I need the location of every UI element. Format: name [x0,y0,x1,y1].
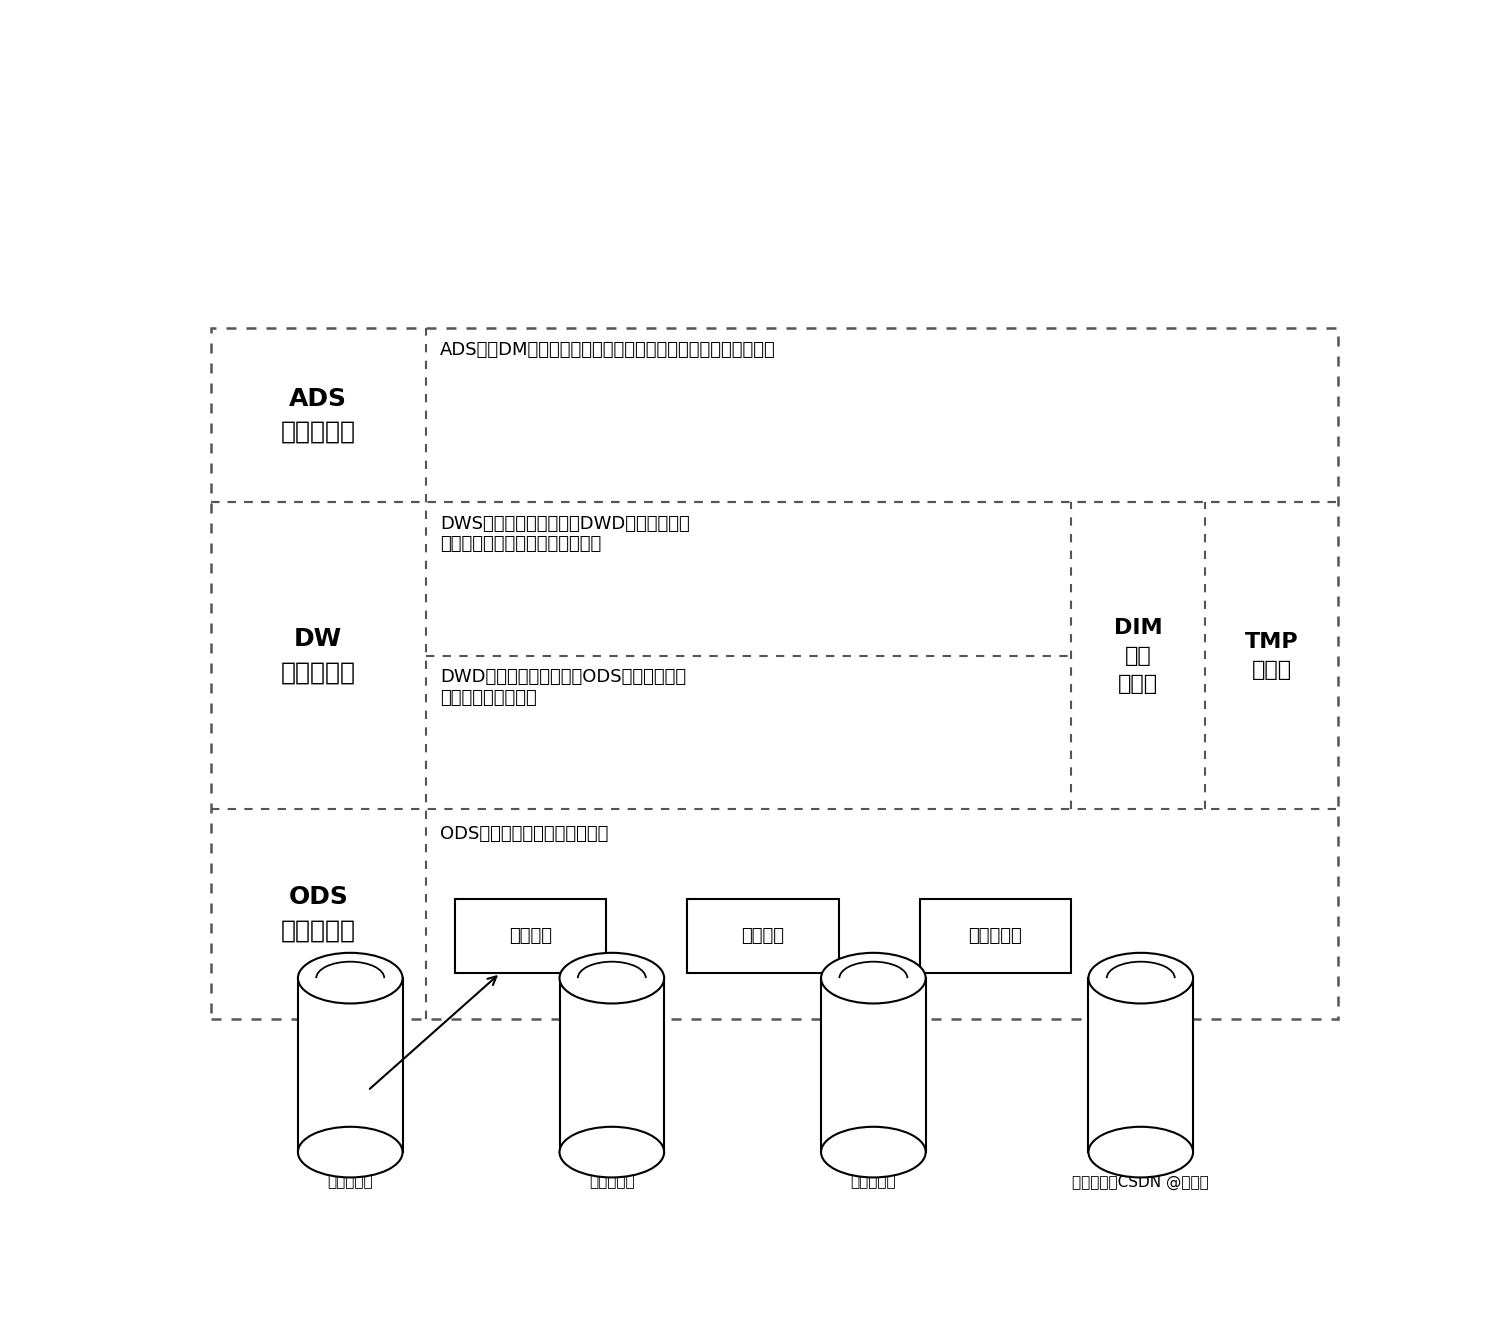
Ellipse shape [821,1127,926,1177]
Ellipse shape [1089,1127,1192,1177]
Ellipse shape [298,1127,402,1177]
Text: ADS层（DM层）：应用数据层。汇总得到业务相关的指标或数据: ADS层（DM层）：应用数据层。汇总得到业务相关的指标或数据 [440,340,776,359]
Text: TMP
临时层: TMP 临时层 [1245,631,1299,680]
Bar [298,978,402,1152]
Text: DWS层：数据服务层。对DWD层的数据做轻
度的汇总，得到业务汇总表或宽表: DWS层：数据服务层。对DWD层的数据做轻 度的汇总，得到业务汇总表或宽表 [440,514,690,553]
Bar [454,900,606,973]
Text: 第三方数据: 第三方数据 [969,928,1023,945]
Text: DIM
公共
维度层: DIM 公共 维度层 [1113,618,1162,694]
Text: ADS
应用数据层: ADS 应用数据层 [280,387,356,444]
Bar [821,978,926,1152]
Text: DWD层：数据明细层。对ODS层的数据做一
定的数据清洗和转换: DWD层：数据明细层。对ODS层的数据做一 定的数据清洗和转换 [440,668,686,707]
Bar [210,328,1338,1019]
Bar [1089,978,1192,1152]
Text: DW
数据仓库层: DW 数据仓库层 [280,627,356,684]
Ellipse shape [821,953,926,1003]
Text: 业务数据库: 业务数据库 [850,1175,895,1189]
Bar [687,900,838,973]
Text: 业务数据库: 业务数据库 [327,1175,374,1189]
Ellipse shape [298,953,402,1003]
Ellipse shape [560,953,664,1003]
Text: 业务数据库CSDN @武子康: 业务数据库CSDN @武子康 [1072,1175,1209,1189]
Bar [920,900,1071,973]
Ellipse shape [1089,953,1192,1003]
Bar [560,978,664,1152]
Text: ODS
数据运营层: ODS 数据运营层 [280,885,356,944]
Text: 业务数据库: 业务数据库 [590,1175,634,1189]
Text: 业务数据: 业务数据 [509,928,552,945]
Text: 日志数据: 日志数据 [741,928,784,945]
Ellipse shape [560,1127,664,1177]
Text: ODS层：离线或准实时数据接入: ODS层：离线或准实时数据接入 [440,824,608,843]
